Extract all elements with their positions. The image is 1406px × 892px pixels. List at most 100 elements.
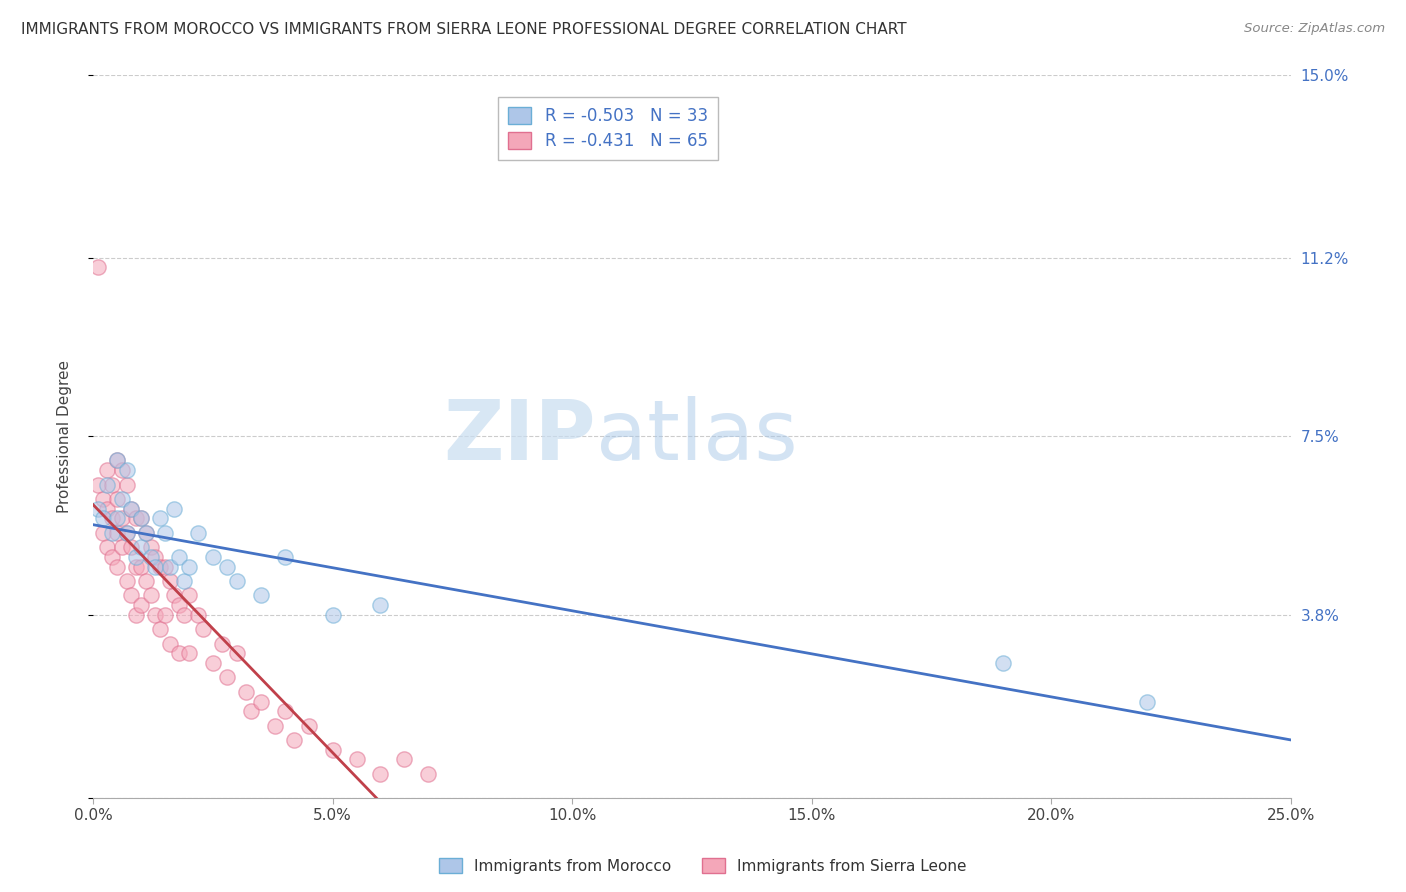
Point [115, 574, 138, 588]
Point [322, 607, 344, 622]
Point [139, 589, 162, 603]
Point [105, 511, 128, 525]
Legend: Immigrants from Morocco, Immigrants from Sierra Leone: Immigrants from Morocco, Immigrants from… [433, 852, 973, 880]
Point [153, 525, 176, 540]
Text: atlas: atlas [596, 396, 797, 477]
Point [135, 574, 157, 588]
Point [129, 511, 152, 525]
Point [167, 549, 190, 564]
Text: Source: ZipAtlas.com: Source: ZipAtlas.com [1244, 22, 1385, 36]
Point [153, 607, 176, 622]
Point [167, 598, 190, 612]
Point [1136, 695, 1159, 709]
Point [159, 559, 181, 574]
Point [87, 501, 110, 516]
Point [149, 511, 172, 525]
Point [105, 525, 128, 540]
Point [217, 559, 239, 574]
Point [225, 646, 247, 660]
Point [370, 767, 392, 781]
Point [159, 574, 181, 588]
Point [235, 685, 257, 699]
Point [149, 622, 172, 636]
Point [115, 463, 138, 477]
Point [418, 767, 440, 781]
Point [120, 501, 142, 516]
Point [87, 260, 110, 275]
Point [211, 637, 233, 651]
Point [120, 589, 142, 603]
Point [135, 525, 157, 540]
Point [143, 559, 166, 574]
Point [159, 637, 181, 651]
Point [177, 559, 200, 574]
Point [129, 559, 152, 574]
Point [105, 453, 128, 467]
Point [120, 540, 142, 554]
Point [125, 549, 148, 564]
Point [143, 549, 166, 564]
Point [125, 607, 148, 622]
Point [125, 559, 148, 574]
Point [96, 477, 118, 491]
Point [101, 511, 124, 525]
Point [153, 559, 176, 574]
Point [394, 752, 416, 766]
Point [101, 477, 124, 491]
Point [297, 719, 319, 733]
Point [187, 607, 209, 622]
Point [125, 511, 148, 525]
Point [115, 525, 138, 540]
Point [163, 501, 186, 516]
Point [187, 525, 209, 540]
Point [283, 733, 305, 747]
Point [96, 540, 118, 554]
Point [111, 463, 134, 477]
Point [217, 670, 239, 684]
Point [129, 540, 152, 554]
Point [139, 549, 162, 564]
Point [173, 607, 195, 622]
Point [163, 589, 186, 603]
Point [173, 574, 195, 588]
Point [129, 598, 152, 612]
Point [120, 501, 142, 516]
Point [115, 477, 138, 491]
Point [322, 743, 344, 757]
Point [96, 501, 118, 516]
Point [346, 752, 368, 766]
Point [111, 491, 134, 506]
Point [111, 540, 134, 554]
Point [135, 525, 157, 540]
Point [249, 589, 271, 603]
Y-axis label: Professional Degree: Professional Degree [58, 359, 72, 513]
Point [264, 719, 287, 733]
Point [240, 704, 263, 718]
Text: IMMIGRANTS FROM MOROCCO VS IMMIGRANTS FROM SIERRA LEONE PROFESSIONAL DEGREE CORR: IMMIGRANTS FROM MOROCCO VS IMMIGRANTS FR… [21, 22, 907, 37]
Point [149, 559, 172, 574]
Point [105, 491, 128, 506]
Legend: R = -0.503   N = 33, R = -0.431   N = 65: R = -0.503 N = 33, R = -0.431 N = 65 [498, 97, 718, 161]
Point [91, 491, 114, 506]
Point [167, 646, 190, 660]
Point [201, 656, 224, 670]
Point [273, 704, 295, 718]
Point [101, 525, 124, 540]
Point [993, 656, 1015, 670]
Point [139, 540, 162, 554]
Point [193, 622, 215, 636]
Point [101, 549, 124, 564]
Point [370, 598, 392, 612]
Point [177, 589, 200, 603]
Point [105, 559, 128, 574]
Point [143, 607, 166, 622]
Point [105, 453, 128, 467]
Point [177, 646, 200, 660]
Point [249, 695, 271, 709]
Point [111, 511, 134, 525]
Point [129, 511, 152, 525]
Point [91, 525, 114, 540]
Point [225, 574, 247, 588]
Point [273, 549, 295, 564]
Point [201, 549, 224, 564]
